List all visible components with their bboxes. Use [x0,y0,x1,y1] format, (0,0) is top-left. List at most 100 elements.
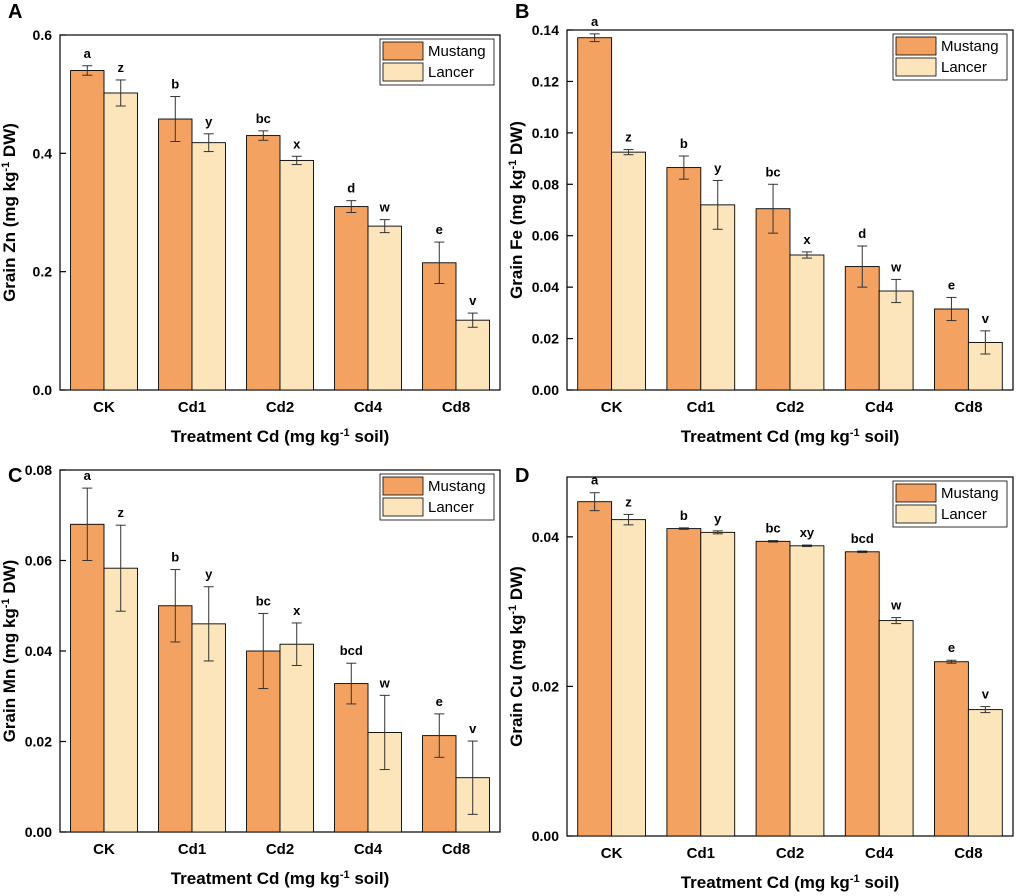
y-axis-label-part: DW) [507,121,526,160]
y-tick-label: 0.6 [33,27,53,43]
x-tick-label: Cd4 [865,845,894,862]
bar-lancer-cd2 [279,643,314,833]
y-axis-label: Grain Cu (mg kg-1 DW) [507,566,526,747]
bar-lancer-cd8 [455,319,490,391]
significance-label: bc [256,593,271,608]
x-tick-label: Cd4 [865,399,894,416]
bar-mustang-cd1 [666,167,702,391]
y-tick-label: 0.04 [532,529,559,545]
y-axis-label-superscript: -1 [0,598,12,608]
significance-label: e [948,640,955,655]
x-axis-label-superscript: -1 [850,427,860,439]
bar-mustang-cd1 [158,118,193,391]
significance-label: d [858,226,866,241]
significance-label: w [890,598,902,613]
significance-label: xy [800,525,815,540]
significance-label: a [84,46,92,61]
significance-label: e [948,277,955,292]
x-tick-label: Cd1 [178,841,206,858]
bar-mustang-cd2 [755,540,791,837]
x-tick-label: Cd4 [354,841,383,858]
significance-label: x [803,232,811,247]
significance-label: w [890,259,902,274]
x-axis-label-part: Treatment Cd (mg kg [171,869,340,888]
bar-lancer-cd1 [700,204,736,391]
significance-label: z [625,130,632,145]
x-axis-label: Treatment Cd (mg kg-1 soil) [681,873,900,892]
y-axis-label-part: Grain Cu (mg kg [507,615,526,747]
legend: Mustang Lancer [892,480,1008,528]
y-tick-label: 0.12 [532,73,559,89]
significance-label: y [714,511,722,526]
legend-label-lancer: Lancer [428,64,474,81]
significance-label: e [436,222,443,237]
y-axis-label: Grain Zn (mg kg-1 DW) [0,123,19,302]
bar-mustang-ck [70,70,105,391]
panel-letter: C [8,465,22,487]
legend-swatch-lancer [895,57,937,77]
y-tick-label: 0.14 [532,22,559,38]
y-tick-label: 0.02 [532,331,559,347]
x-axis-label: Treatment Cd (mg kg-1 soil) [681,427,900,446]
bar-mustang-cd1 [666,528,702,837]
bar-mustang-cd1 [158,605,193,833]
y-tick-label: 0.04 [532,279,559,295]
panel-a: A 0.0 0.2 0.4 0.6 CK a z Cd1 b y Cd2 bc x Cd4 d w Cd8 e v Mu… [0,1,501,446]
y-tick-label: 0.08 [532,176,559,192]
significance-label: y [205,567,213,582]
significance-label: w [379,200,391,215]
legend: Mustang Lancer [379,473,495,521]
x-tick-label: Cd4 [354,399,383,416]
x-tick-label: CK [601,399,623,416]
x-axis-label-superscript: -1 [850,873,860,885]
legend-swatch-mustang [382,476,424,496]
x-axis-label-part: Treatment Cd (mg kg [681,873,850,892]
significance-label: a [591,473,599,488]
significance-label: x [293,136,301,151]
x-axis-label-superscript: -1 [340,869,350,881]
significance-label: z [625,494,632,509]
significance-label: bc [765,521,780,536]
legend: Mustang Lancer [379,38,495,86]
bar-mustang-cd8 [934,661,969,837]
y-axis-label-part: Grain Fe (mg kg [507,170,526,299]
y-tick-label: 0.0 [33,382,53,398]
y-tick-label: 0.08 [25,462,52,478]
significance-label: e [436,694,443,709]
significance-label: a [591,14,599,29]
panel-letter: A [8,1,22,23]
significance-label: z [117,60,124,75]
significance-label: b [680,508,688,523]
y-axis-label-part: DW) [0,560,19,599]
bar-lancer-cd8 [967,709,1003,837]
y-axis-label-part: Grain Zn (mg kg [0,172,19,302]
significance-label: z [117,505,124,520]
bar-lancer-ck [103,92,138,391]
y-axis-label-superscript: -1 [507,605,519,615]
bar-mustang-ck [577,37,613,391]
legend-swatch-lancer [382,497,424,517]
significance-label: b [171,550,179,565]
panel-letter: D [515,465,529,487]
x-tick-label: CK [601,845,623,862]
x-axis-label-part: soil) [350,869,390,888]
legend: Mustang Lancer [892,33,1008,81]
x-axis-label: Treatment Cd (mg kg-1 soil) [171,427,390,446]
bar-lancer-cd2 [789,254,825,391]
legend-swatch-mustang [895,483,937,503]
x-axis-label-part: soil) [860,427,900,446]
y-tick-label: 0.00 [25,824,52,840]
x-tick-label: Cd1 [687,845,715,862]
bar-lancer-cd1 [191,142,226,391]
y-tick-label: 0.10 [532,125,559,141]
significance-label: v [982,311,990,326]
y-axis-label-superscript: -1 [507,160,519,170]
legend-label-lancer: Lancer [941,59,987,76]
significance-label: b [680,136,688,151]
bar-mustang-cd2 [755,208,791,391]
y-axis-label-superscript: -1 [0,162,12,172]
x-tick-label: Cd8 [954,399,982,416]
legend-label-mustang: Mustang [428,478,486,495]
